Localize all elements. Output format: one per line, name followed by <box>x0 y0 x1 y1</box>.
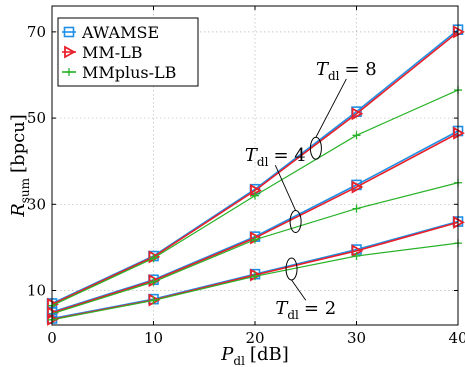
legend-entry: AWAMSE <box>62 23 159 42</box>
data-point <box>251 235 259 244</box>
x-axis-title: Pdl [dB] <box>220 344 288 367</box>
annotation: Tdl = 4 <box>245 145 306 234</box>
data-point <box>352 252 361 261</box>
annotation-label: Tdl = 4 <box>245 145 306 169</box>
x-tick-label: 20 <box>245 329 264 347</box>
data-point <box>149 254 158 263</box>
y-tick-label: 10 <box>27 282 46 300</box>
y-axis-title: Rsum [bpcu] <box>8 114 32 218</box>
x-tick-label: 40 <box>448 329 465 347</box>
y-tick-label: 30 <box>27 195 46 213</box>
y-tick-label: 50 <box>27 109 46 127</box>
legend-label: MM-LB <box>82 43 143 62</box>
data-point <box>352 204 361 213</box>
annotation-label-eq: = 2 <box>304 298 336 319</box>
annotation-label: Tdl = 2 <box>275 298 336 322</box>
y-axis-title-main: R <box>8 203 29 218</box>
legend-entry: MM-LB <box>62 43 143 62</box>
annotation-label-eq: = 4 <box>273 145 305 166</box>
y-tick-label: 70 <box>27 23 46 41</box>
annotation-label-eq: = 8 <box>344 59 376 80</box>
annotation-label-main: T <box>316 59 330 80</box>
series-line <box>51 31 459 306</box>
annotation-ellipse <box>289 210 302 234</box>
series-layer <box>46 24 465 326</box>
series-mmplus-lb-t2 <box>48 239 462 324</box>
annotation-label-main: T <box>245 145 259 166</box>
data-point <box>149 296 158 305</box>
x-tick-label: 10 <box>144 329 163 347</box>
x-tick-label: 0 <box>47 329 57 347</box>
y-axis-title-unit: [bpcu] <box>8 114 29 173</box>
annotation-label: Tdl = 8 <box>316 59 377 83</box>
ticks: 0 10 20 30 40 10 30 50 70 <box>27 6 465 347</box>
x-axis-title-main: P <box>220 344 234 365</box>
x-axis-title-sub: dl <box>233 354 245 367</box>
annotation-label-sub: dl <box>328 69 340 83</box>
annotation: Tdl = 2 <box>275 257 336 322</box>
data-point <box>251 191 259 200</box>
legend-marker <box>63 26 75 38</box>
annotation-leader <box>315 78 347 138</box>
annotation-label-sub: dl <box>257 155 269 169</box>
annotation-leader <box>274 165 297 211</box>
annotation-label-main: T <box>275 298 289 319</box>
annotation: Tdl = 8 <box>309 59 377 160</box>
data-point <box>149 277 158 286</box>
data-point <box>251 272 259 281</box>
data-point <box>351 107 364 121</box>
annotation-leader <box>291 279 307 301</box>
legend-label: MMplus-LB <box>82 63 176 82</box>
x-tick-label: 30 <box>347 329 366 347</box>
x-axis-title-unit: [dB] <box>250 344 289 365</box>
annotation-label-sub: dl <box>287 308 299 322</box>
legend-marker <box>64 45 76 59</box>
legend-entry: MMplus-LB <box>62 63 176 82</box>
legend-box <box>57 17 199 87</box>
legend-label: AWAMSE <box>81 23 159 42</box>
annotations: Tdl = 8 Tdl = 4 Tdl = 2 <box>245 59 377 322</box>
data-point <box>351 180 364 194</box>
data-point <box>352 131 361 140</box>
legend-marker <box>65 68 73 76</box>
y-axis-title-sub: sum <box>18 177 32 203</box>
